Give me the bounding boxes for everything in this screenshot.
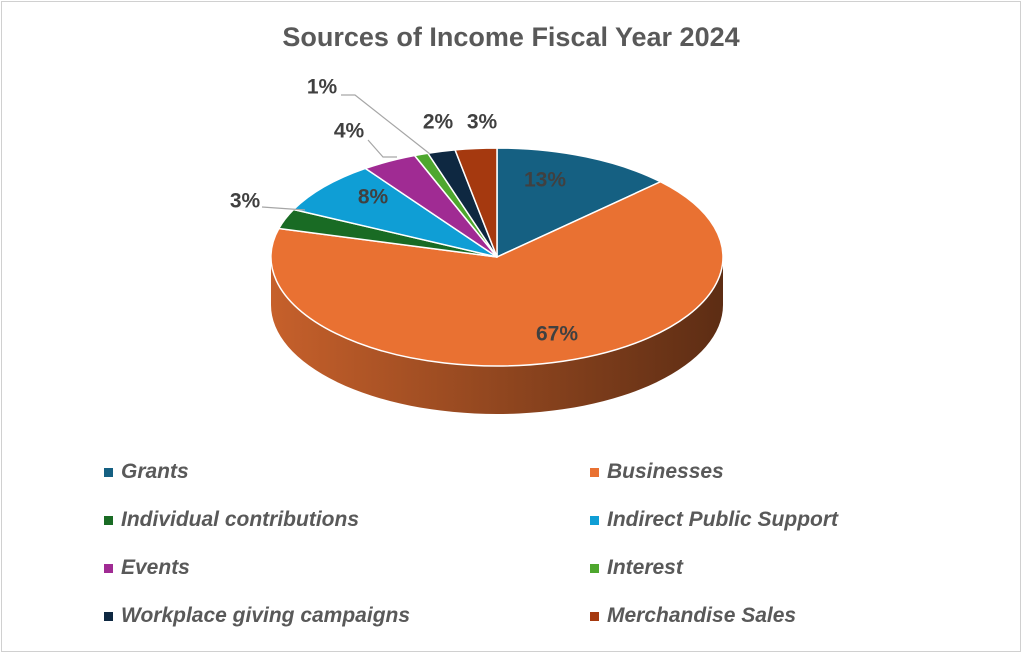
pie-slice-0 xyxy=(496,147,662,258)
pie-slice-1 xyxy=(270,180,724,367)
pie-slice-7 xyxy=(454,147,498,258)
data-label-4: 4% xyxy=(334,120,365,143)
legend-swatch xyxy=(104,467,113,477)
legend-label: Indirect Public Support xyxy=(607,508,839,531)
data-label-5: 1% xyxy=(307,76,338,99)
pie-chart: 13% 67% 3% 8% 4% 1% 2% 3% xyxy=(230,76,724,414)
legend-swatch xyxy=(590,563,599,573)
legend-swatch xyxy=(590,467,599,477)
chart-title: Sources of Income Fiscal Year 2024 xyxy=(282,22,740,52)
data-label-0: 13% xyxy=(524,169,566,192)
legend-label: Merchandise Sales xyxy=(607,604,797,627)
legend-label: Workplace giving campaigns xyxy=(121,604,411,627)
label-leader-5 xyxy=(341,94,431,155)
legend-label: Grants xyxy=(121,460,189,483)
legend-item-4: Events xyxy=(104,553,190,583)
data-label-2: 3% xyxy=(230,190,261,213)
legend-item-3: Indirect Public Support xyxy=(590,505,838,535)
legend-item-0: Grants xyxy=(104,457,189,487)
legend-swatch xyxy=(590,515,599,525)
legend-label: Businesses xyxy=(607,460,724,483)
label-leader-2 xyxy=(261,206,306,211)
legend-label: Interest xyxy=(607,556,683,579)
data-label-7: 3% xyxy=(467,111,498,134)
data-label-3: 8% xyxy=(358,186,389,209)
legend-swatch xyxy=(590,611,599,621)
label-leader-4 xyxy=(367,139,397,158)
legend-label: Events xyxy=(121,556,190,579)
data-label-6: 2% xyxy=(423,111,454,134)
legend-swatch xyxy=(104,515,113,525)
legend-swatch xyxy=(104,563,113,573)
legend-item-2: Individual contributions xyxy=(104,505,359,535)
data-label-1: 67% xyxy=(536,323,578,346)
legend-item-6: Workplace giving campaigns xyxy=(104,601,410,631)
pie-slice-3 xyxy=(292,167,498,258)
pie-side-1 xyxy=(271,257,723,414)
legend-item-5: Interest xyxy=(590,553,683,583)
legend-item-7: Merchandise Sales xyxy=(590,601,796,631)
legend-label: Individual contributions xyxy=(121,508,359,531)
legend-swatch xyxy=(104,611,113,621)
legend-item-1: Businesses xyxy=(590,457,724,487)
